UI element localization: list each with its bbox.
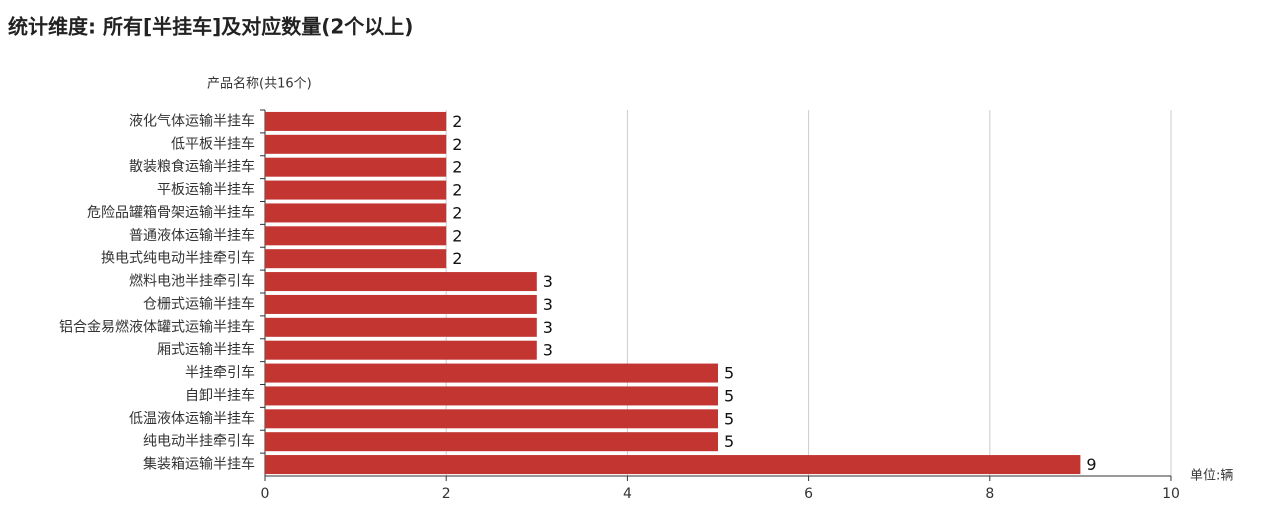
y-axis-label: 产品名称(共16个) (207, 76, 312, 92)
y-tick-label: 普通液体运输半挂车 (129, 227, 255, 244)
bar (265, 409, 718, 429)
x-tick-label: 4 (623, 486, 632, 502)
y-tick-label: 换电式纯电动半挂牵引车 (101, 250, 255, 267)
bar (265, 157, 447, 177)
data-label: 2 (452, 181, 462, 200)
data-label: 9 (1086, 455, 1096, 474)
data-label: 2 (452, 135, 462, 154)
y-tick-label: 集装箱运输半挂车 (143, 456, 255, 473)
y-tick-label: 纯电动半挂牵引车 (143, 433, 255, 450)
data-label: 2 (452, 203, 462, 222)
data-label: 5 (724, 386, 734, 405)
y-tick-label: 液化气体运输半挂车 (129, 112, 255, 129)
chart-title: 统计维度: 所有[半挂车]及对应数量(2个以上) (8, 15, 413, 39)
bar (265, 363, 718, 383)
data-label: 2 (452, 112, 462, 131)
bar (265, 294, 537, 314)
y-tick-label: 半挂牵引车 (185, 364, 255, 381)
bar (265, 432, 718, 452)
bar (265, 455, 1081, 475)
bar (265, 180, 447, 200)
data-label: 5 (724, 432, 734, 451)
bar (265, 317, 537, 337)
bar (265, 226, 447, 246)
y-tick-label: 燃料电池半挂牵引车 (129, 273, 255, 290)
x-tick-label: 10 (1162, 486, 1180, 502)
bar (265, 272, 537, 292)
bar (265, 134, 447, 154)
data-label: 2 (452, 249, 462, 268)
data-label: 3 (543, 272, 553, 291)
data-label: 2 (452, 226, 462, 245)
bar (265, 203, 447, 223)
data-label: 2 (452, 158, 462, 177)
y-tick-label: 低平板半挂车 (171, 135, 255, 152)
y-tick-label: 仓栅式运输半挂车 (143, 295, 255, 312)
x-tick-label: 8 (985, 486, 994, 502)
y-tick-label: 危险品罐箱骨架运输半挂车 (87, 204, 255, 221)
data-label: 5 (724, 409, 734, 428)
unit-label: 单位:辆 (1190, 469, 1233, 484)
bar (265, 249, 447, 269)
bar (265, 340, 537, 360)
y-tick-label: 低温液体运输半挂车 (129, 410, 255, 427)
data-label: 3 (543, 295, 553, 314)
y-tick-label: 厢式运输半挂车 (157, 341, 255, 358)
data-label: 5 (724, 364, 734, 383)
y-tick-label: 铝合金易燃液体罐式运输半挂车 (59, 318, 255, 335)
bar (265, 386, 718, 406)
y-tick-label: 散装粮食运输半挂车 (129, 158, 255, 175)
data-label: 3 (543, 318, 553, 337)
y-tick-label: 自卸半挂车 (185, 387, 255, 404)
y-tick-label: 平板运输半挂车 (157, 181, 255, 198)
data-label: 3 (543, 341, 553, 360)
x-tick-label: 6 (804, 486, 813, 502)
bar (265, 111, 447, 131)
x-tick-label: 0 (261, 486, 270, 502)
x-tick-label: 2 (442, 486, 451, 502)
